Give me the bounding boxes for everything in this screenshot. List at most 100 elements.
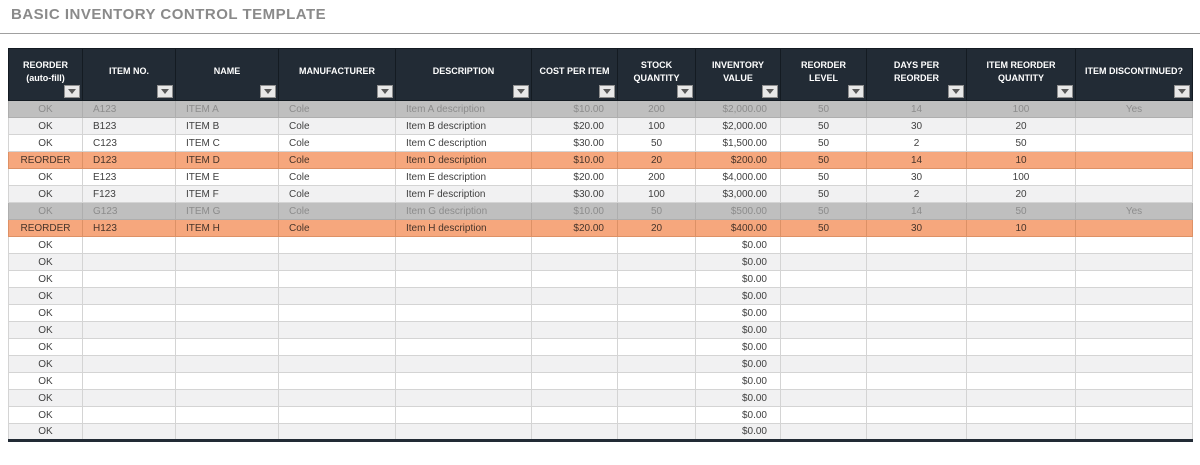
cell-status[interactable]: OK (8, 287, 83, 305)
cell-days-per-reorder[interactable] (866, 270, 967, 288)
column-header-cost-per-item[interactable]: COST PER ITEM (531, 48, 618, 101)
cell-manufacturer[interactable]: Cole (278, 219, 396, 237)
filter-button[interactable] (599, 85, 615, 98)
cell-inventory-value[interactable]: $0.00 (695, 406, 781, 424)
cell-item-no[interactable] (82, 338, 176, 356)
cell-days-per-reorder[interactable]: 2 (866, 134, 967, 152)
cell-name[interactable]: ITEM G (175, 202, 279, 220)
cell-item-reorder-quantity[interactable]: 10 (966, 151, 1076, 169)
cell-item-no[interactable] (82, 304, 176, 322)
cell-item-reorder-quantity[interactable] (966, 304, 1076, 322)
cell-item-discontinued[interactable] (1075, 253, 1193, 271)
cell-item-no[interactable]: C123 (82, 134, 176, 152)
cell-cost-per-item[interactable] (531, 270, 618, 288)
cell-stock-quantity[interactable]: 50 (617, 202, 696, 220)
cell-description[interactable] (395, 253, 532, 271)
cell-days-per-reorder[interactable] (866, 372, 967, 390)
filter-button[interactable] (1057, 85, 1073, 98)
cell-description[interactable]: Item E description (395, 168, 532, 186)
cell-item-discontinued[interactable] (1075, 236, 1193, 254)
cell-item-reorder-quantity[interactable] (966, 406, 1076, 424)
cell-reorder-level[interactable] (780, 321, 867, 339)
cell-item-discontinued[interactable] (1075, 168, 1193, 186)
cell-inventory-value[interactable]: $0.00 (695, 236, 781, 254)
cell-item-reorder-quantity[interactable]: 20 (966, 185, 1076, 203)
cell-stock-quantity[interactable] (617, 236, 696, 254)
cell-description[interactable] (395, 423, 532, 442)
cell-item-reorder-quantity[interactable] (966, 338, 1076, 356)
cell-status[interactable]: OK (8, 338, 83, 356)
column-header-description[interactable]: DESCRIPTION (395, 48, 532, 101)
cell-item-no[interactable] (82, 236, 176, 254)
cell-reorder-level[interactable]: 50 (780, 185, 867, 203)
cell-item-no[interactable]: A123 (82, 100, 176, 118)
cell-stock-quantity[interactable] (617, 321, 696, 339)
cell-days-per-reorder[interactable] (866, 321, 967, 339)
column-header-reorder-level[interactable]: REORDER LEVEL (780, 48, 867, 101)
cell-reorder-level[interactable] (780, 236, 867, 254)
cell-manufacturer[interactable] (278, 287, 396, 305)
cell-stock-quantity[interactable]: 100 (617, 117, 696, 135)
cell-name[interactable]: ITEM H (175, 219, 279, 237)
cell-reorder-level[interactable] (780, 389, 867, 407)
cell-reorder-level[interactable] (780, 253, 867, 271)
cell-status[interactable]: OK (8, 355, 83, 373)
cell-stock-quantity[interactable] (617, 372, 696, 390)
cell-item-no[interactable] (82, 372, 176, 390)
cell-status[interactable]: OK (8, 304, 83, 322)
cell-description[interactable] (395, 287, 532, 305)
column-header-days-per-reorder[interactable]: DAYS PER REORDER (866, 48, 967, 101)
cell-days-per-reorder[interactable] (866, 287, 967, 305)
filter-button[interactable] (848, 85, 864, 98)
cell-status[interactable]: OK (8, 236, 83, 254)
cell-reorder-level[interactable]: 50 (780, 100, 867, 118)
cell-inventory-value[interactable]: $0.00 (695, 321, 781, 339)
cell-item-no[interactable]: H123 (82, 219, 176, 237)
cell-reorder-level[interactable] (780, 406, 867, 424)
cell-cost-per-item[interactable]: $10.00 (531, 202, 618, 220)
cell-inventory-value[interactable]: $4,000.00 (695, 168, 781, 186)
cell-days-per-reorder[interactable]: 30 (866, 219, 967, 237)
cell-status[interactable]: OK (8, 270, 83, 288)
cell-inventory-value[interactable]: $2,000.00 (695, 117, 781, 135)
filter-button[interactable] (762, 85, 778, 98)
cell-item-reorder-quantity[interactable]: 10 (966, 219, 1076, 237)
cell-item-reorder-quantity[interactable] (966, 372, 1076, 390)
cell-description[interactable] (395, 372, 532, 390)
cell-reorder-level[interactable] (780, 287, 867, 305)
cell-description[interactable] (395, 389, 532, 407)
cell-cost-per-item[interactable] (531, 253, 618, 271)
cell-inventory-value[interactable]: $0.00 (695, 253, 781, 271)
cell-item-reorder-quantity[interactable] (966, 236, 1076, 254)
cell-stock-quantity[interactable] (617, 270, 696, 288)
cell-item-discontinued[interactable] (1075, 423, 1193, 442)
column-header-manufacturer[interactable]: MANUFACTURER (278, 48, 396, 101)
cell-name[interactable]: ITEM E (175, 168, 279, 186)
cell-name[interactable]: ITEM F (175, 185, 279, 203)
cell-inventory-value[interactable]: $400.00 (695, 219, 781, 237)
cell-stock-quantity[interactable]: 20 (617, 219, 696, 237)
cell-status[interactable]: OK (8, 389, 83, 407)
cell-inventory-value[interactable]: $0.00 (695, 372, 781, 390)
cell-description[interactable]: Item D description (395, 151, 532, 169)
cell-cost-per-item[interactable]: $30.00 (531, 134, 618, 152)
cell-days-per-reorder[interactable] (866, 338, 967, 356)
cell-manufacturer[interactable]: Cole (278, 202, 396, 220)
cell-item-reorder-quantity[interactable] (966, 389, 1076, 407)
cell-cost-per-item[interactable] (531, 304, 618, 322)
cell-name[interactable]: ITEM C (175, 134, 279, 152)
filter-button[interactable] (260, 85, 276, 98)
cell-item-reorder-quantity[interactable] (966, 287, 1076, 305)
cell-item-reorder-quantity[interactable]: 100 (966, 100, 1076, 118)
cell-item-no[interactable]: E123 (82, 168, 176, 186)
cell-description[interactable] (395, 304, 532, 322)
cell-cost-per-item[interactable] (531, 423, 618, 442)
cell-cost-per-item[interactable] (531, 287, 618, 305)
cell-days-per-reorder[interactable] (866, 423, 967, 442)
cell-name[interactable] (175, 253, 279, 271)
column-header-inventory-value[interactable]: INVENTORY VALUE (695, 48, 781, 101)
cell-item-no[interactable] (82, 389, 176, 407)
cell-inventory-value[interactable]: $500.00 (695, 202, 781, 220)
cell-stock-quantity[interactable] (617, 253, 696, 271)
cell-description[interactable] (395, 236, 532, 254)
